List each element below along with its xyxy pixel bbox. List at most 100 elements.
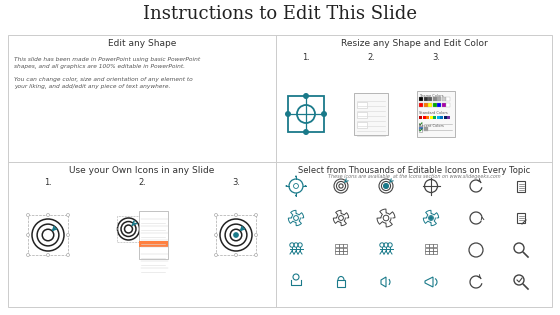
Bar xyxy=(337,280,345,287)
Bar xyxy=(429,248,432,250)
Bar xyxy=(425,248,428,250)
Bar xyxy=(441,97,446,101)
Bar xyxy=(28,215,68,255)
Text: 1.: 1. xyxy=(302,53,310,62)
Bar xyxy=(139,241,167,247)
Bar xyxy=(423,103,427,107)
Bar xyxy=(433,116,436,119)
Bar xyxy=(419,127,423,131)
Text: Instructions to Edit This Slide: Instructions to Edit This Slide xyxy=(143,5,417,23)
Bar xyxy=(430,116,432,119)
Bar xyxy=(339,248,343,250)
Text: Theme Colors: Theme Colors xyxy=(419,94,444,98)
Bar xyxy=(343,251,347,254)
Circle shape xyxy=(303,93,309,99)
Bar xyxy=(335,244,338,247)
Bar xyxy=(343,244,347,247)
Circle shape xyxy=(67,214,69,216)
Circle shape xyxy=(286,185,287,187)
Circle shape xyxy=(46,214,49,216)
Bar xyxy=(343,248,347,250)
Bar xyxy=(417,91,455,137)
Circle shape xyxy=(429,216,433,220)
Bar xyxy=(437,103,441,107)
Bar xyxy=(429,251,432,254)
Bar xyxy=(425,244,428,247)
Bar xyxy=(428,97,432,101)
Bar xyxy=(446,103,450,107)
Bar xyxy=(436,116,440,119)
Circle shape xyxy=(235,254,237,256)
Bar xyxy=(357,122,367,128)
Bar xyxy=(433,244,436,247)
Bar xyxy=(441,103,446,107)
Circle shape xyxy=(214,254,217,256)
Bar xyxy=(216,215,256,255)
Bar xyxy=(432,103,436,107)
Circle shape xyxy=(254,214,258,216)
Bar xyxy=(335,248,338,250)
Bar xyxy=(422,116,426,119)
Bar xyxy=(429,244,432,247)
Bar xyxy=(419,97,423,101)
Bar xyxy=(444,116,446,119)
Bar xyxy=(335,251,338,254)
Circle shape xyxy=(383,183,389,189)
Bar xyxy=(423,97,427,101)
Bar xyxy=(517,213,525,223)
Text: You can change color, size and orientation of any element to: You can change color, size and orientati… xyxy=(14,77,193,82)
Circle shape xyxy=(26,214,30,216)
Circle shape xyxy=(305,185,306,187)
Circle shape xyxy=(321,111,327,117)
Text: Select from Thousands of Editable Icons on Every Topic: Select from Thousands of Editable Icons … xyxy=(298,166,530,175)
Bar xyxy=(419,123,422,126)
Text: 2.: 2. xyxy=(367,53,375,62)
Circle shape xyxy=(254,233,258,237)
Bar xyxy=(357,102,367,108)
Bar xyxy=(447,116,450,119)
Text: This slide has been made in PowerPoint using basic PowerPoint: This slide has been made in PowerPoint u… xyxy=(14,57,200,62)
Bar xyxy=(357,112,367,118)
Text: 3.: 3. xyxy=(232,178,240,187)
Bar xyxy=(446,97,450,101)
Text: 1.: 1. xyxy=(44,178,52,187)
Text: Use your Own Icons in any Slide: Use your Own Icons in any Slide xyxy=(69,166,214,175)
Text: Resize any Shape and Edit Color: Resize any Shape and Edit Color xyxy=(340,39,487,48)
Bar xyxy=(428,103,432,107)
Bar xyxy=(437,97,441,101)
Bar xyxy=(423,127,427,131)
Circle shape xyxy=(295,194,297,197)
Bar xyxy=(139,211,167,259)
Bar xyxy=(440,116,443,119)
Circle shape xyxy=(26,233,30,237)
Circle shape xyxy=(214,214,217,216)
Bar xyxy=(432,97,436,101)
Bar xyxy=(419,103,423,107)
Circle shape xyxy=(26,254,30,256)
Bar xyxy=(419,129,422,132)
Text: Standard Colors: Standard Colors xyxy=(419,111,448,115)
Bar xyxy=(116,216,141,242)
Bar xyxy=(426,116,429,119)
Bar xyxy=(354,93,388,135)
Circle shape xyxy=(303,129,309,135)
Text: Recent Colors: Recent Colors xyxy=(419,124,444,128)
Text: your liking, and add/edit any piece of text anywhere.: your liking, and add/edit any piece of t… xyxy=(14,84,170,89)
Circle shape xyxy=(214,233,217,237)
Circle shape xyxy=(67,254,69,256)
Bar xyxy=(8,35,552,307)
Circle shape xyxy=(254,254,258,256)
Bar xyxy=(425,251,428,254)
Text: Edit any Shape: Edit any Shape xyxy=(108,39,176,48)
Bar xyxy=(419,116,422,119)
Text: 2.: 2. xyxy=(138,178,146,187)
Circle shape xyxy=(295,175,297,177)
Circle shape xyxy=(235,214,237,216)
Circle shape xyxy=(67,233,69,237)
Circle shape xyxy=(233,232,239,238)
Bar xyxy=(339,244,343,247)
Text: These icons are available  at the Icons section on www.slidegeeks.com: These icons are available at the Icons s… xyxy=(328,174,500,179)
Bar xyxy=(339,251,343,254)
Text: shapes, and all graphics are 100% editable in PowerPoint.: shapes, and all graphics are 100% editab… xyxy=(14,64,185,69)
Circle shape xyxy=(46,254,49,256)
